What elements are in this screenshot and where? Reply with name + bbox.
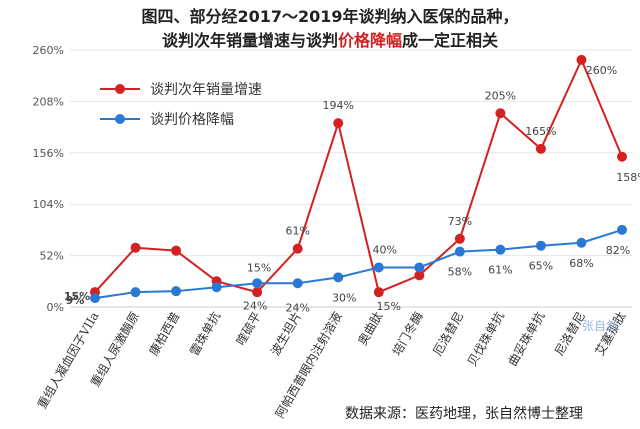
y-tick-label: 104%	[33, 198, 64, 211]
y-tick-label: 208%	[33, 95, 64, 108]
y-tick-label: 52%	[40, 250, 64, 263]
legend-label-sales: 谈判次年销量增速	[150, 82, 262, 98]
data-point-price-drop	[373, 262, 384, 273]
data-label-sales-growth: 205%	[485, 89, 516, 102]
data-point-price-drop	[333, 272, 344, 283]
data-label-price-drop: 58%	[448, 266, 472, 279]
data-label-price-drop: 9%	[66, 294, 85, 307]
title-line2-prefix: 谈判次年销量增速与谈判	[162, 31, 338, 50]
title-line2-highlight: 价格降幅	[338, 31, 402, 50]
data-point-price-drop	[535, 240, 546, 251]
y-tick-label: 156%	[33, 147, 64, 160]
x-category-label: 奥曲肽	[354, 309, 385, 348]
data-label-sales-growth: 15%	[64, 290, 90, 303]
x-category-label: 重组人凝血因子VIIa	[34, 309, 102, 411]
x-category-label: 贝伐珠单抗	[464, 309, 507, 368]
data-point-sales-growth	[454, 233, 465, 244]
data-point-sales-growth	[576, 54, 587, 65]
chart-title-line1: 图四、部分经2017～2019年谈判纳入医保的品种，	[141, 7, 518, 26]
data-label-price-drop: 61%	[488, 264, 512, 277]
legend-marker-sales	[115, 84, 125, 94]
data-point-price-drop	[90, 293, 100, 304]
data-point-price-drop	[454, 246, 465, 257]
data-label-price-drop: 24%	[243, 299, 267, 312]
data-source: 数据来源：医药地理，张自然博士整理	[345, 405, 583, 422]
data-point-price-drop	[495, 244, 506, 255]
series-line-price-drop	[94, 228, 623, 300]
series-line-sales-growth	[94, 58, 623, 294]
x-category-label: 喹硫平	[233, 309, 264, 348]
data-point-sales-growth	[252, 287, 263, 298]
data-label-price-drop: 68%	[569, 257, 593, 270]
x-category-label: 波生坦片	[268, 310, 304, 359]
y-axis-ticks: 0% 52% 104% 156% 208% 260%	[33, 44, 64, 314]
data-point-sales-growth	[495, 108, 506, 119]
gridlines	[70, 49, 632, 308]
x-category-label: 培门冬酶	[389, 309, 426, 358]
data-label-sales-growth: 165%	[525, 125, 556, 138]
data-label-sales-growth: 73%	[448, 215, 472, 228]
data-labels: 15% 61% 194% 15% 73% 205% 165% 260% 158% 9% 24% 24%…	[64, 64, 640, 314]
legend: 谈判次年销量增速 谈判价格降幅	[100, 82, 262, 128]
legend-marker-price	[115, 114, 125, 124]
data-label-sales-growth: 15%	[377, 300, 401, 313]
data-point-price-drop	[171, 286, 182, 297]
data-point-sales-growth	[130, 242, 141, 253]
data-label-price-drop: 65%	[529, 260, 553, 273]
data-label-sales-growth: 194%	[323, 99, 354, 112]
data-label-price-drop: 82%	[606, 244, 630, 257]
series-layer	[90, 54, 627, 304]
x-category-label: 艾塞那肽	[592, 309, 629, 358]
y-tick-label: 0%	[47, 301, 64, 314]
data-point-sales-growth	[171, 245, 182, 256]
data-point-price-drop	[617, 224, 627, 235]
data-point-price-drop	[211, 282, 222, 293]
x-category-label: 尼洛替尼	[551, 309, 588, 358]
title-line2-suffix: 成一定正相关	[402, 31, 498, 50]
x-category-label: 康柏西普	[146, 309, 183, 358]
data-point-sales-growth	[333, 118, 344, 129]
data-label-price-drop: 30%	[332, 291, 356, 304]
data-point-price-drop	[130, 287, 141, 298]
data-point-sales-growth	[414, 270, 425, 281]
data-label-price-drop: 24%	[285, 301, 309, 314]
data-point-price-drop	[292, 278, 303, 289]
y-tick-label: 260%	[33, 44, 64, 57]
x-category-label: 厄洛替尼	[429, 309, 466, 358]
data-label-sales-growth: 15%	[247, 261, 271, 274]
data-point-price-drop	[252, 278, 263, 289]
data-point-sales-growth	[292, 243, 303, 254]
data-point-sales-growth	[535, 143, 546, 154]
data-label-sales-growth: 158%	[616, 171, 640, 184]
x-category-label: 雷珠单抗	[186, 309, 223, 358]
data-point-sales-growth	[373, 287, 384, 298]
watermark: 张自然	[582, 318, 618, 333]
data-label-sales-growth: 260%	[586, 64, 617, 77]
data-label-sales-growth: 61%	[285, 225, 309, 238]
data-point-sales-growth	[617, 151, 627, 162]
data-point-price-drop	[576, 237, 587, 248]
chart-title-line2: 谈判次年销量增速与谈判价格降幅成一定正相关	[162, 31, 498, 50]
legend-label-price: 谈判价格降幅	[150, 112, 234, 128]
data-label-price-drop: 40%	[373, 243, 397, 256]
data-point-price-drop	[414, 262, 425, 273]
x-category-label: 曲妥珠单抗	[505, 309, 548, 368]
